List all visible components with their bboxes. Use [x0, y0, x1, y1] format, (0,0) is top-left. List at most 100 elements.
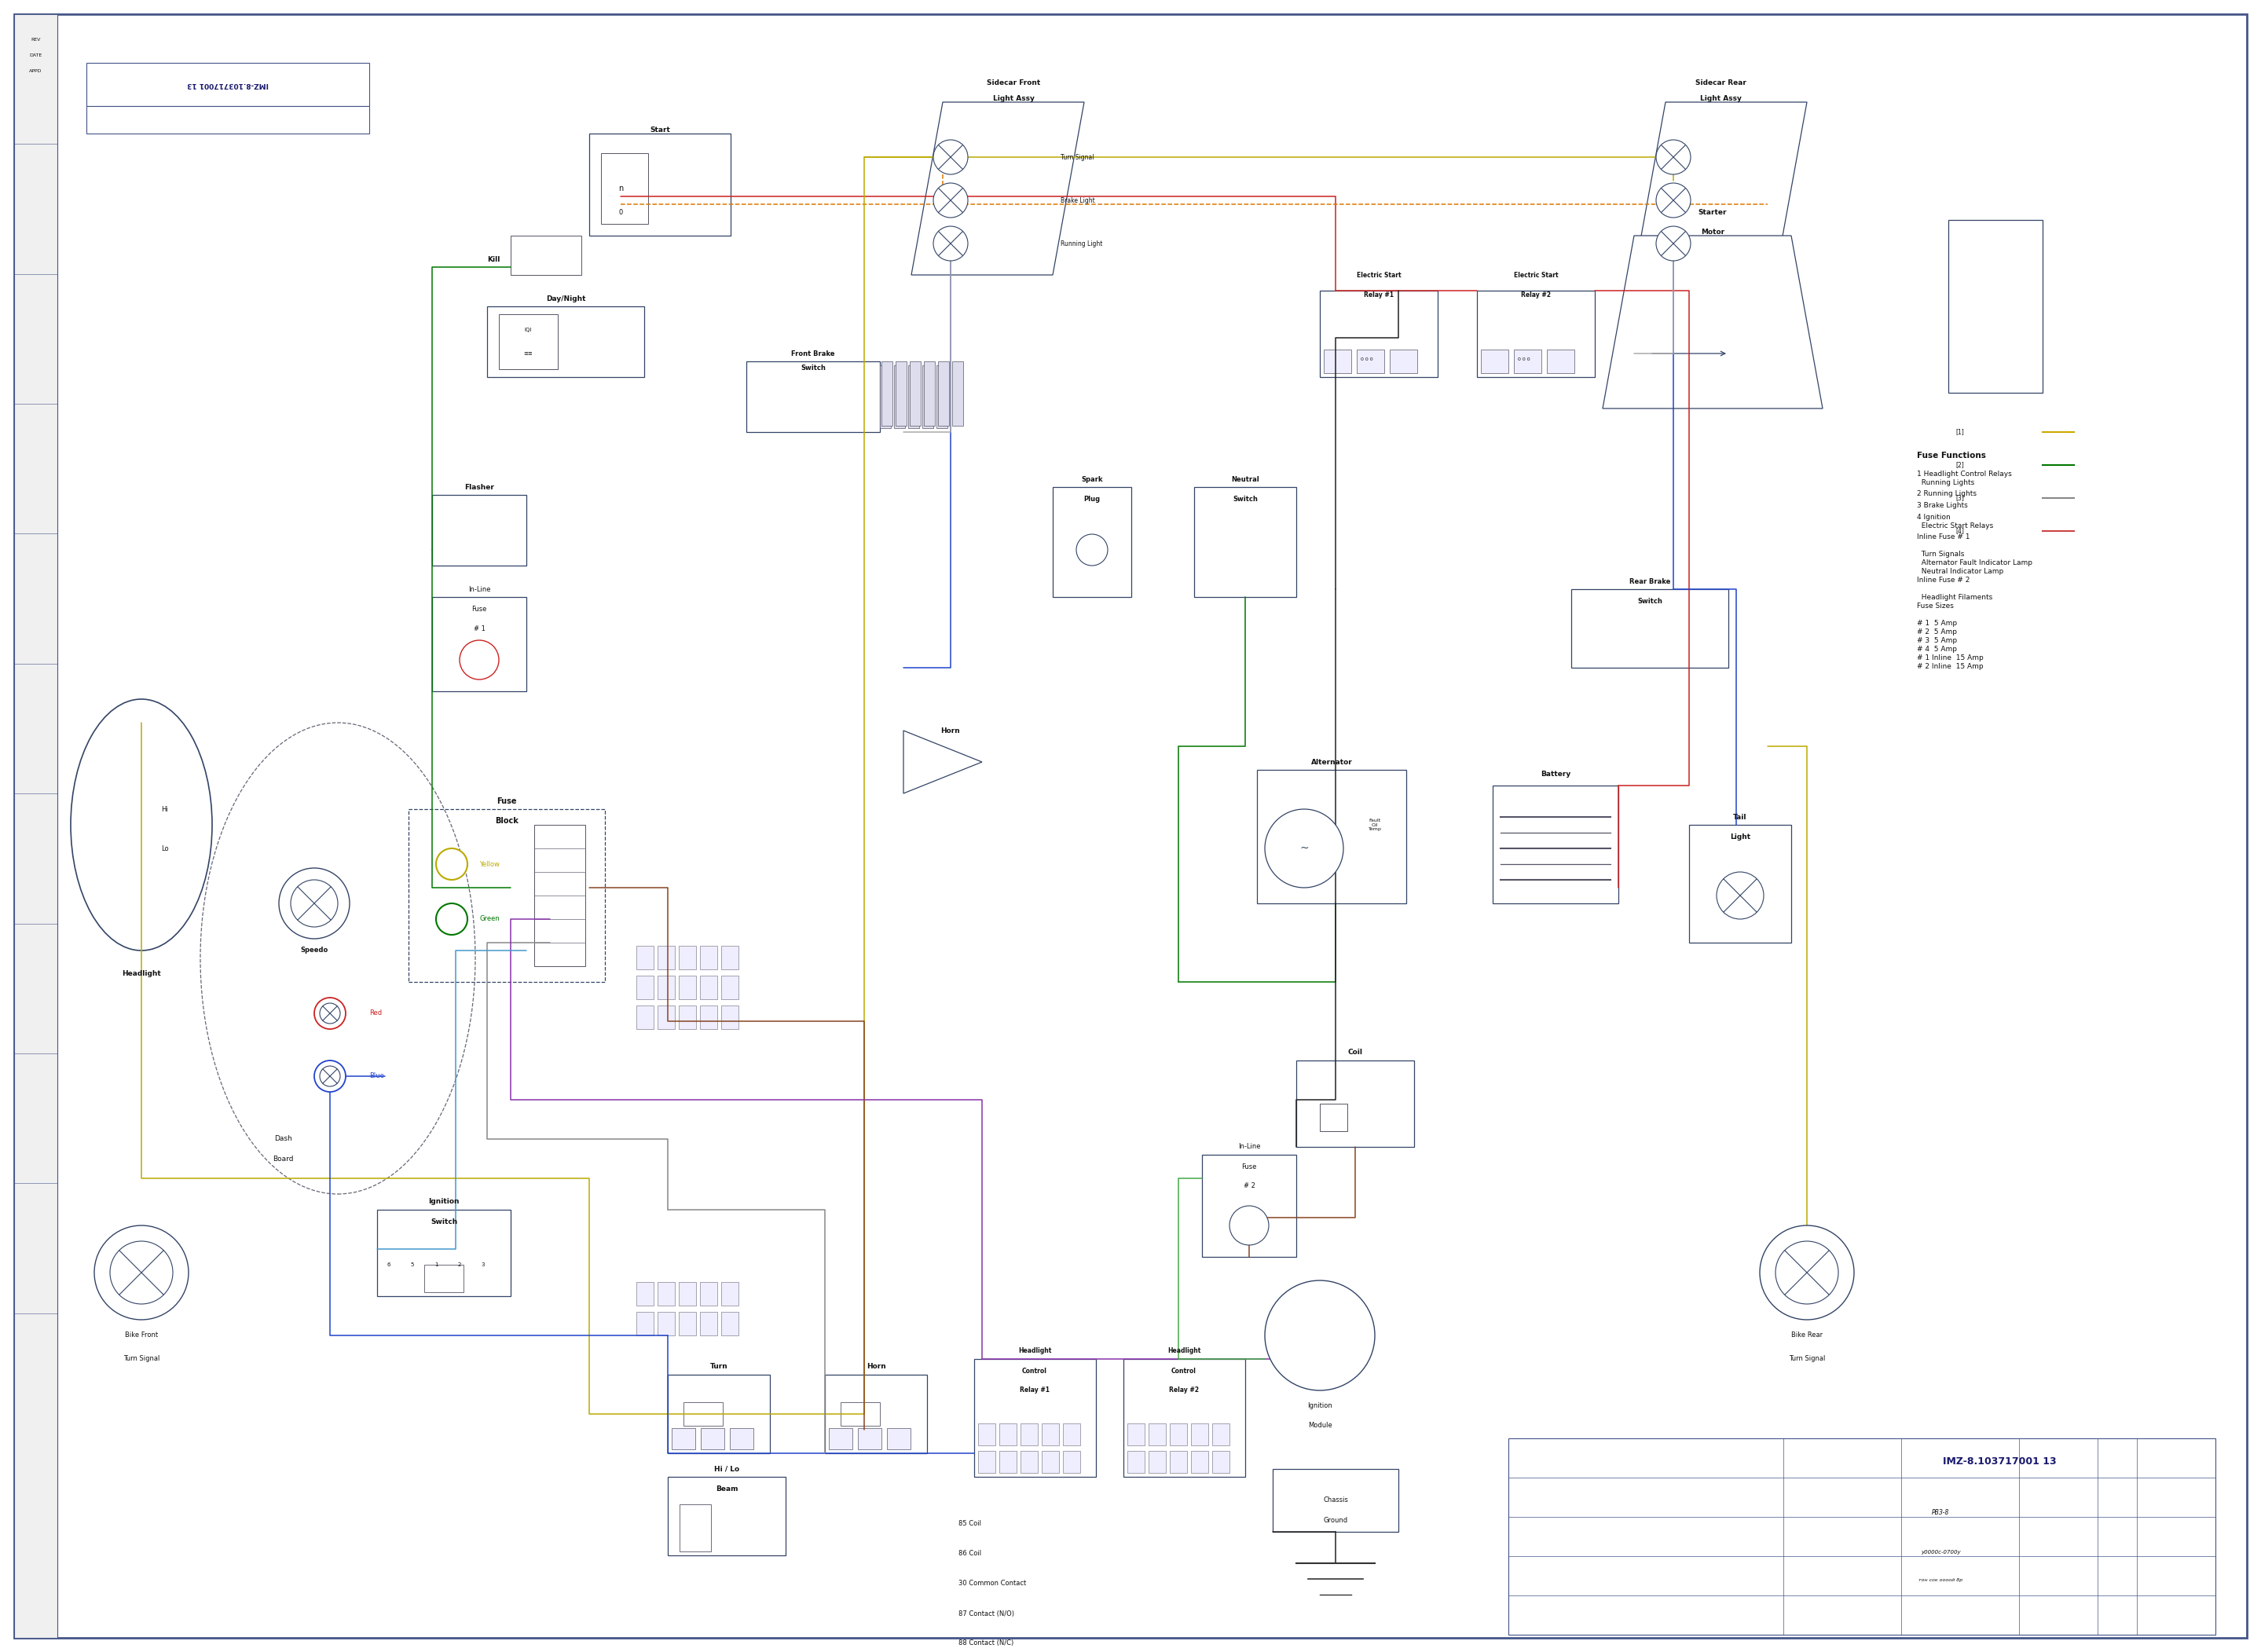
Text: 86 Coil: 86 Coil — [959, 1550, 981, 1558]
Text: 4 Ignition: 4 Ignition — [1917, 514, 1951, 520]
Bar — [974, 1360, 1097, 1477]
Text: Switch: Switch — [1637, 598, 1662, 605]
Text: Headlight: Headlight — [122, 970, 161, 978]
Bar — [825, 1374, 927, 1454]
Text: 2 Running Lights: 2 Running Lights — [1917, 491, 1976, 497]
Bar — [979, 1450, 995, 1474]
Text: Fuse: Fuse — [473, 605, 486, 613]
Bar — [678, 947, 696, 970]
Text: Plug: Plug — [1083, 496, 1101, 502]
Bar — [1042, 1424, 1058, 1446]
Text: Control: Control — [1022, 1368, 1047, 1374]
Text: Tail: Tail — [1734, 813, 1748, 821]
Text: [2]: [2] — [1956, 461, 1965, 469]
Text: # 3  5 Amp: # 3 5 Amp — [1917, 638, 1958, 644]
Bar — [681, 1505, 710, 1551]
Circle shape — [111, 1241, 172, 1303]
Bar — [86, 106, 369, 134]
Text: Headlight: Headlight — [1167, 1348, 1201, 1355]
Bar — [601, 154, 649, 225]
Text: Rear Brake: Rear Brake — [1630, 578, 1671, 585]
Bar — [1689, 824, 1791, 943]
Text: 5: 5 — [412, 1262, 414, 1267]
Bar — [1476, 291, 1594, 377]
Bar — [658, 1312, 674, 1335]
Text: Control: Control — [1171, 1368, 1196, 1374]
Text: Lo: Lo — [161, 844, 170, 852]
Circle shape — [1264, 1280, 1375, 1391]
Bar — [1042, 1450, 1058, 1474]
Text: Yellow: Yellow — [479, 861, 500, 867]
Bar — [909, 365, 920, 428]
Text: Fuse Functions: Fuse Functions — [1917, 451, 1985, 459]
Text: # 1  5 Amp: # 1 5 Amp — [1917, 620, 1958, 626]
Bar — [1124, 1360, 1246, 1477]
Circle shape — [314, 998, 346, 1029]
Bar — [701, 1427, 724, 1449]
Circle shape — [1716, 872, 1764, 919]
Circle shape — [1230, 1206, 1268, 1246]
Text: Running Light: Running Light — [1060, 240, 1103, 248]
Circle shape — [1655, 183, 1691, 218]
Text: Sidecar Front: Sidecar Front — [986, 79, 1040, 86]
Bar — [999, 1450, 1017, 1474]
Circle shape — [436, 904, 468, 935]
Bar — [1169, 1450, 1187, 1474]
Text: # 2 Inline  15 Amp: # 2 Inline 15 Amp — [1917, 662, 1983, 671]
Text: Brake Light: Brake Light — [1060, 197, 1094, 203]
Bar — [635, 1282, 653, 1305]
Bar — [895, 362, 907, 426]
Bar — [409, 809, 606, 981]
Text: Fuse Sizes: Fuse Sizes — [1917, 603, 1954, 610]
Text: IMZ-8.103717001 13: IMZ-8.103717001 13 — [1942, 1457, 2055, 1467]
Bar — [1492, 786, 1619, 904]
Text: Electric Start: Electric Start — [1513, 271, 1558, 279]
Text: 30 Common Contact: 30 Common Contact — [959, 1579, 1026, 1588]
Text: Battery: Battery — [1540, 770, 1571, 778]
Bar — [658, 1282, 674, 1305]
Bar — [925, 362, 934, 426]
Text: Board: Board — [271, 1155, 294, 1163]
Text: тон сок оооой 8р: тон сок оооой 8р — [1917, 1578, 1963, 1581]
Bar — [701, 1282, 717, 1305]
Text: # 4  5 Amp: # 4 5 Amp — [1917, 646, 1958, 653]
Text: Headlight Filaments: Headlight Filaments — [1917, 593, 1992, 601]
Bar — [1169, 1424, 1187, 1446]
Text: Beam: Beam — [714, 1485, 737, 1492]
Text: Neutral Indicator Lamp: Neutral Indicator Lamp — [1917, 568, 2003, 575]
Circle shape — [319, 1066, 339, 1087]
Text: Relay #2: Relay #2 — [1169, 1388, 1198, 1394]
Bar — [1547, 350, 1574, 373]
Text: Electric Start: Electric Start — [1357, 271, 1402, 279]
Text: 0: 0 — [620, 208, 622, 216]
Circle shape — [319, 1003, 339, 1024]
Polygon shape — [1635, 102, 1807, 274]
Text: Inline Fuse # 2: Inline Fuse # 2 — [1917, 577, 1969, 583]
Bar — [1203, 1155, 1296, 1257]
Bar — [701, 1006, 717, 1029]
Circle shape — [1076, 534, 1108, 565]
Bar — [746, 362, 880, 433]
Text: Alternator Fault Indicator Lamp: Alternator Fault Indicator Lamp — [1917, 560, 2033, 567]
Circle shape — [1264, 809, 1343, 887]
Circle shape — [1655, 226, 1691, 261]
Bar — [1481, 350, 1508, 373]
Circle shape — [278, 867, 350, 938]
Bar — [952, 362, 963, 426]
Text: In-Line: In-Line — [1239, 1143, 1259, 1150]
Bar — [1192, 1424, 1207, 1446]
Text: РВЗ-8: РВЗ-8 — [1931, 1510, 1949, 1517]
Bar — [1063, 1424, 1081, 1446]
Bar — [432, 596, 527, 691]
Text: Fault
Oil
Temp: Fault Oil Temp — [1368, 818, 1381, 831]
Text: у0000с-0700у: у0000с-0700у — [1920, 1550, 1960, 1555]
Bar — [1212, 1424, 1230, 1446]
Bar — [1192, 1450, 1207, 1474]
Text: Relay #1: Relay #1 — [1363, 291, 1393, 297]
Bar — [678, 1006, 696, 1029]
Text: 87 Contact (N/O): 87 Contact (N/O) — [959, 1611, 1015, 1617]
Circle shape — [934, 140, 968, 175]
Bar — [730, 1427, 753, 1449]
Text: n: n — [617, 185, 624, 193]
Text: 6: 6 — [387, 1262, 391, 1267]
